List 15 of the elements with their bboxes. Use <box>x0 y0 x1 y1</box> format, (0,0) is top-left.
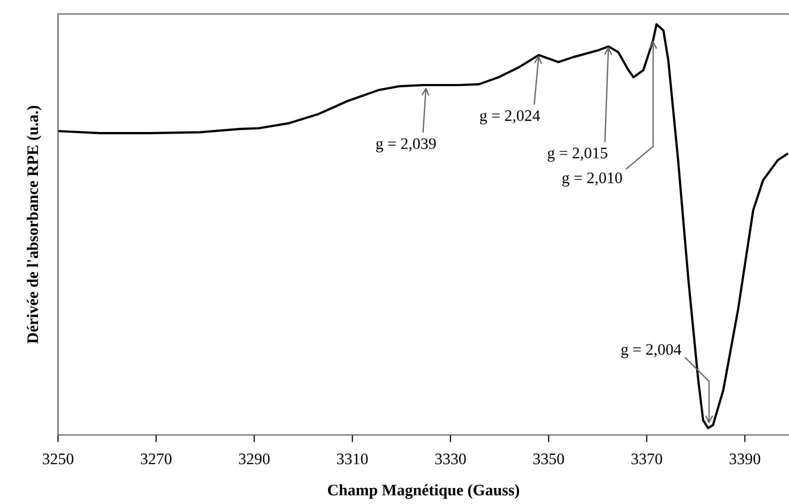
x-tick-label: 3350 <box>533 454 564 464</box>
annotation: g = 2,004 <box>621 344 682 358</box>
x-tick-label: 3270 <box>140 454 172 464</box>
x-tick-label: 3330 <box>435 454 466 464</box>
x-tick-label: 3390 <box>730 454 760 464</box>
y-axis-title: Dérivée de l'absorbance RPE (u.a.) <box>26 106 42 344</box>
x-axis-title: Champ Magnétique (Gauss) <box>328 484 520 499</box>
annotation: g = 2,024 <box>480 110 540 124</box>
annotation: g = 2,039 <box>376 138 436 152</box>
x-tick-label: 3310 <box>337 454 368 464</box>
annotation: g = 2,010 <box>562 172 622 187</box>
x-tick-label: 3290 <box>239 454 270 464</box>
annotation: g = 2,015 <box>548 148 608 162</box>
x-tick-label: 3250 <box>42 454 74 464</box>
x-tick-label: 3370 <box>632 454 662 464</box>
